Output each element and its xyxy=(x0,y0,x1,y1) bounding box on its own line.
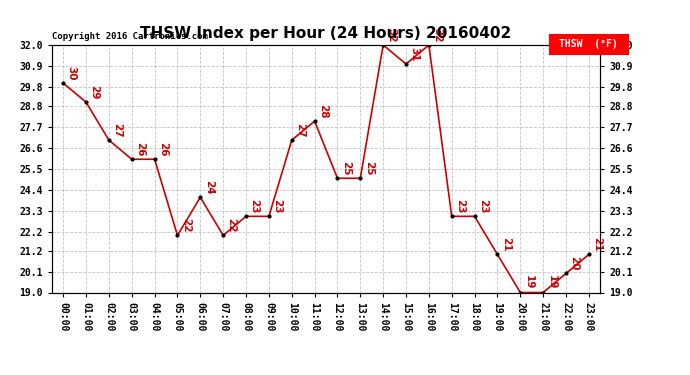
Text: 28: 28 xyxy=(318,104,328,118)
Text: 19: 19 xyxy=(546,275,557,290)
Text: 27: 27 xyxy=(295,123,305,137)
Text: 20: 20 xyxy=(569,256,580,271)
Text: 24: 24 xyxy=(204,180,214,195)
Text: 23: 23 xyxy=(273,199,282,214)
Text: Copyright 2016 Cartronics.com: Copyright 2016 Cartronics.com xyxy=(52,32,208,41)
Text: 26: 26 xyxy=(135,142,145,156)
Text: 31: 31 xyxy=(409,47,420,61)
Text: 23: 23 xyxy=(249,199,259,214)
Text: 22: 22 xyxy=(181,218,191,232)
Text: 23: 23 xyxy=(455,199,465,214)
Text: 30: 30 xyxy=(66,66,77,80)
Text: 32: 32 xyxy=(432,28,442,42)
Text: THSW  (°F): THSW (°F) xyxy=(559,39,618,49)
Text: 27: 27 xyxy=(112,123,122,137)
Text: 21: 21 xyxy=(592,237,602,252)
Text: 23: 23 xyxy=(478,199,488,214)
Text: 29: 29 xyxy=(90,85,99,99)
Text: 25: 25 xyxy=(364,161,374,176)
Text: 19: 19 xyxy=(524,275,533,290)
Text: 25: 25 xyxy=(341,161,351,176)
Text: 32: 32 xyxy=(386,28,397,42)
Text: 26: 26 xyxy=(158,142,168,156)
Text: 22: 22 xyxy=(226,218,237,232)
Text: 21: 21 xyxy=(501,237,511,252)
Title: THSW Index per Hour (24 Hours) 20160402: THSW Index per Hour (24 Hours) 20160402 xyxy=(140,26,512,41)
